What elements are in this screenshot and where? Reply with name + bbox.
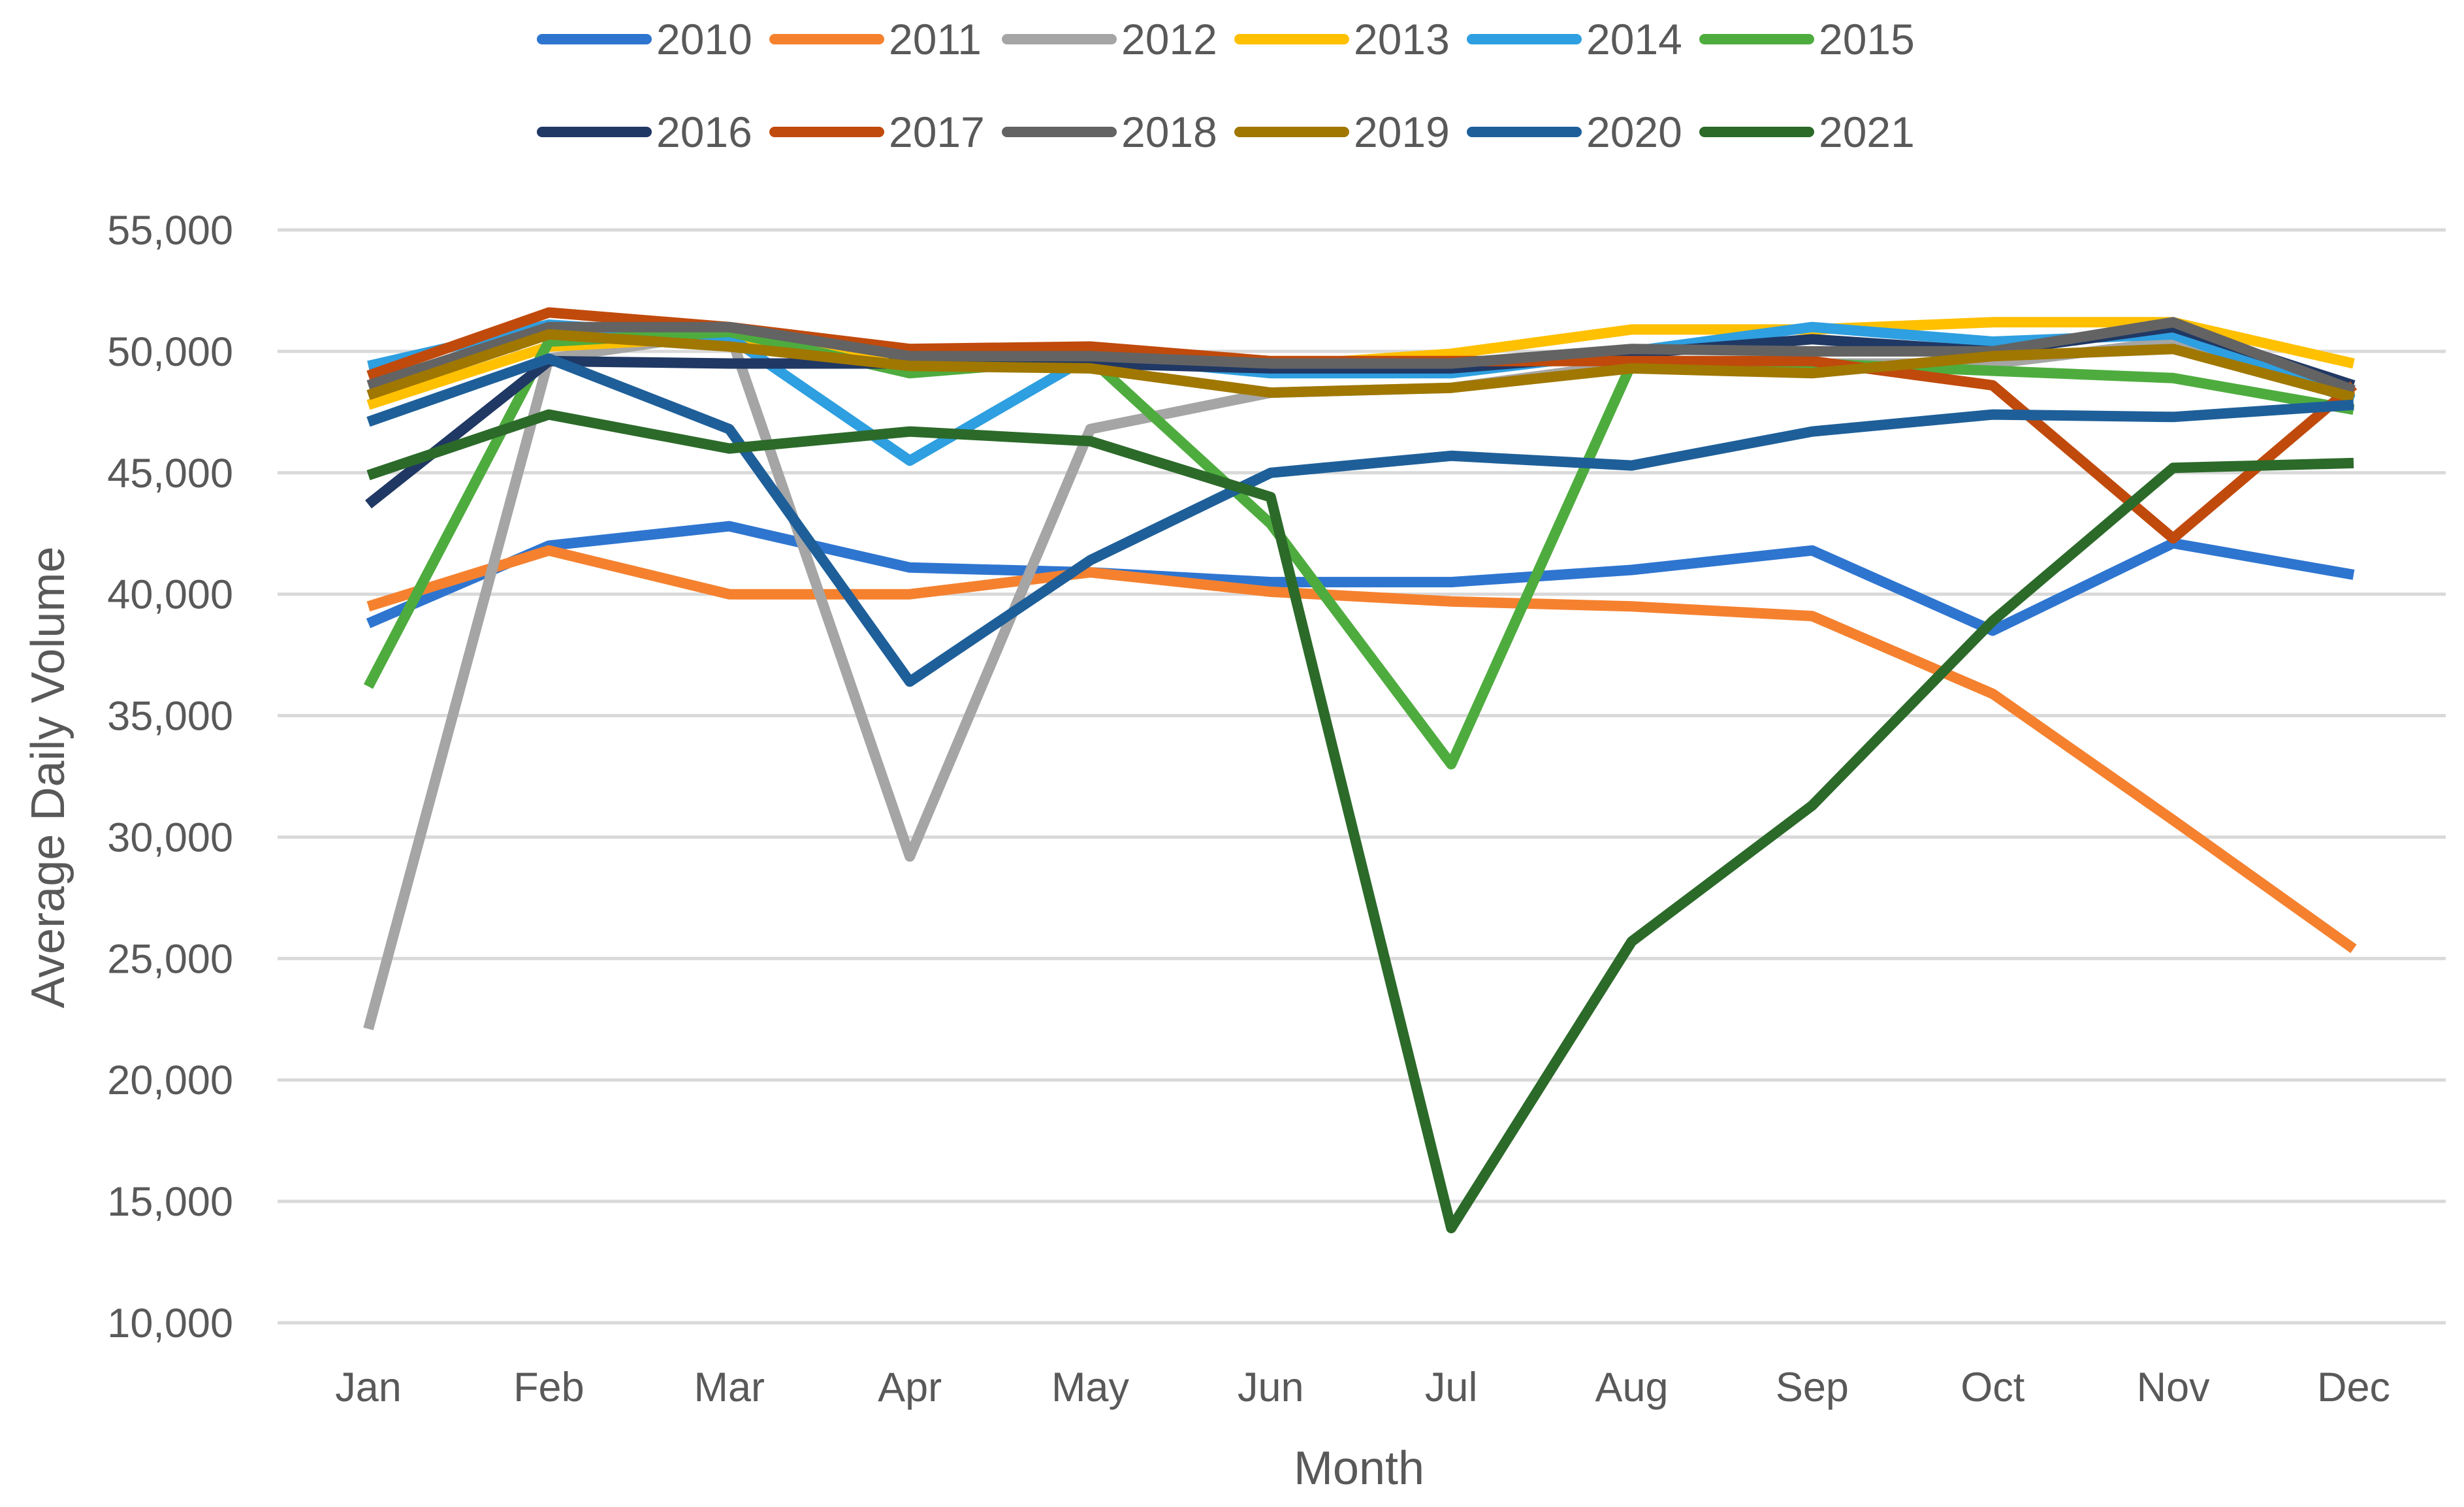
y-tick-label: 35,000 [107, 694, 233, 739]
series-line-2020 [366, 353, 2354, 687]
x-tick-label: Jun [1238, 1365, 1304, 1410]
x-tick-label: Aug [1595, 1365, 1668, 1410]
legend-label: 2018 [1121, 108, 1217, 156]
series-lines [363, 307, 2358, 1233]
x-tick-label: Sep [1776, 1365, 1849, 1410]
x-tick-label: Feb [513, 1365, 584, 1410]
y-tick-label: 25,000 [107, 936, 233, 982]
x-axis-ticks: Jan Feb Mar Apr May Jun Jul Aug Sep Oct Nov Dec [335, 1365, 2390, 1410]
legend-label: 2019 [1354, 108, 1450, 156]
gridlines [278, 228, 2446, 1325]
legend: 2010 2011 2012 2013 2014 2015 2016 2017 2018 2019… [537, 15, 1915, 156]
y-axis-title: Average Daily Volume [22, 546, 74, 1008]
legend-label: 2012 [1121, 15, 1217, 63]
legend-entry-2011: 2011 [769, 15, 982, 63]
y-tick-label: 30,000 [107, 815, 233, 860]
y-tick-label: 45,000 [107, 451, 233, 496]
x-tick-label: May [1051, 1365, 1130, 1410]
x-axis-title: Month [1294, 1442, 1424, 1495]
legend-entry-2015: 2015 [1699, 15, 1915, 63]
series-line-2015 [363, 327, 2355, 770]
legend-label: 2013 [1354, 15, 1450, 63]
legend-label: 2011 [889, 15, 982, 63]
legend-label: 2010 [656, 15, 752, 63]
legend-entry-2010: 2010 [537, 15, 752, 63]
legend-label: 2017 [889, 108, 985, 156]
y-tick-label: 10,000 [107, 1301, 233, 1346]
series-line-2018 [366, 317, 2356, 395]
x-tick-label: Dec [2317, 1365, 2390, 1410]
x-tick-label: Nov [2137, 1365, 2211, 1410]
x-tick-label: Apr [878, 1365, 942, 1410]
legend-entry-2019: 2019 [1234, 108, 1450, 156]
y-axis-ticks: 10,000 15,000 20,000 25,000 30,000 35,000 40,0… [107, 208, 233, 1346]
legend-entry-2013: 2013 [1234, 15, 1450, 63]
y-tick-label: 40,000 [107, 572, 233, 618]
legend-label: 2020 [1586, 108, 1682, 156]
legend-entry-2021: 2021 [1699, 108, 1915, 156]
series-line-2021 [366, 409, 2354, 1233]
series-line-2011 [366, 545, 2357, 954]
series-line-2010 [366, 521, 2355, 636]
y-tick-label: 50,000 [107, 329, 233, 375]
legend-label: 2014 [1586, 15, 1682, 63]
x-tick-label: Jul [1425, 1365, 1478, 1410]
y-tick-label: 15,000 [107, 1179, 233, 1225]
series-line-2019 [366, 329, 2356, 403]
x-tick-label: Oct [1960, 1365, 2025, 1410]
x-tick-label: Mar [694, 1365, 765, 1410]
legend-entry-2017: 2017 [769, 108, 985, 156]
legend-label: 2021 [1819, 108, 1915, 156]
legend-entry-2012: 2012 [1002, 15, 1217, 63]
legend-label: 2015 [1819, 15, 1915, 63]
legend-label: 2016 [656, 108, 752, 156]
legend-entry-2014: 2014 [1467, 15, 1682, 63]
legend-entry-2020: 2020 [1467, 108, 1682, 156]
y-tick-label: 55,000 [107, 208, 233, 253]
x-tick-label: Jan [335, 1365, 402, 1410]
legend-entry-2016: 2016 [537, 108, 752, 156]
legend-entry-2018: 2018 [1002, 108, 1217, 156]
y-tick-label: 20,000 [107, 1058, 233, 1103]
